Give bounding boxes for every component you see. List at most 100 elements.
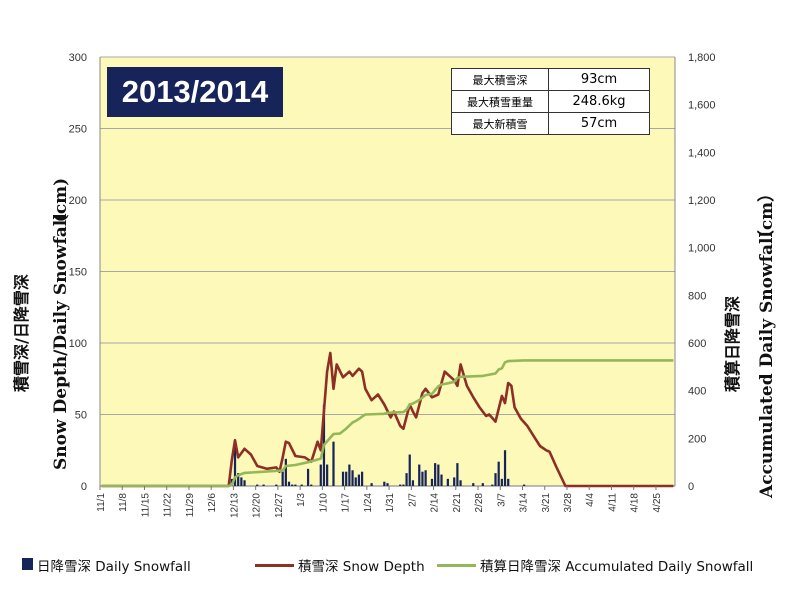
daily-snowfall-bar: [386, 483, 389, 486]
daily-snowfall-bar: [275, 484, 278, 486]
x-tick-label: 2/7: [407, 493, 418, 507]
legend-label-daily: 日降雪深 Daily Snowfall: [37, 559, 191, 575]
daily-snowfall-bar: [291, 484, 294, 486]
daily-snowfall-bar: [351, 470, 354, 486]
left-tick-label: 100: [69, 338, 87, 350]
daily-snowfall-bar: [240, 477, 243, 486]
x-tick-label: 11/8: [118, 493, 129, 512]
daily-snowfall-bar: [408, 454, 411, 486]
stats-label: 最大積雪深: [451, 68, 549, 91]
daily-snowfall-bar: [411, 480, 415, 486]
daily-snowfall-bar: [491, 484, 494, 486]
right-axis-title-en: Accumulated Daily Snowfall: [757, 231, 777, 499]
left-axis-unit: (cm): [51, 178, 71, 222]
daily-snowfall-bar: [472, 483, 475, 486]
stats-label: 最大積雪重量: [451, 90, 549, 113]
daily-snowfall-bar: [287, 481, 291, 486]
daily-snowfall-bar: [354, 477, 357, 486]
daily-snowfall-bar: [284, 458, 287, 486]
daily-snowfall-bar: [497, 461, 500, 486]
daily-snowfall-bar: [256, 484, 259, 486]
daily-snowfall-bar: [357, 474, 361, 486]
daily-snowfall-bar: [345, 471, 348, 486]
left-tick-label: 0: [81, 481, 87, 493]
right-tick-label: 1,200: [688, 195, 716, 207]
daily-snowfall-bar: [233, 441, 237, 486]
daily-snowfall-bar: [453, 477, 456, 486]
right-tick-label: 1,800: [688, 52, 716, 64]
stats-row: 最大積雪深 93cm: [451, 68, 650, 91]
daily-snowfall-bar: [262, 484, 265, 486]
daily-snowfall-bar: [243, 480, 246, 486]
daily-snowfall-bar: [348, 464, 351, 486]
stats-label: 最大新積雪: [451, 112, 549, 135]
x-tick-label: 11/22: [163, 493, 174, 518]
daily-snowfall-bar: [319, 464, 322, 486]
right-tick-label: 0: [688, 481, 694, 493]
x-tick-label: 4/11: [607, 493, 618, 512]
left-axis-title-jp: 積雪深/日降雪深: [12, 274, 31, 393]
daily-snowfall-bar: [360, 471, 364, 486]
daily-snowfall-bar: [405, 473, 408, 486]
daily-snowfall-bar: [481, 483, 484, 486]
daily-snowfall-bar: [446, 478, 449, 486]
legend-swatch-depth: [255, 564, 294, 567]
x-tick-label: 11/1: [96, 493, 107, 512]
daily-snowfall-bar: [402, 484, 405, 486]
daily-snowfall-bar: [456, 463, 459, 486]
x-tick-label: 2/14: [430, 493, 441, 513]
daily-snowfall-bar: [306, 468, 310, 486]
x-tick-label: 12/27: [274, 493, 285, 518]
daily-snowfall-bar: [440, 474, 443, 486]
daily-snowfall-bar: [437, 464, 440, 486]
daily-snowfall-bar: [370, 483, 373, 486]
x-tick-label: 2/21: [452, 493, 463, 513]
daily-snowfall-bar: [434, 463, 437, 486]
right-tick-label: 1,600: [688, 100, 716, 112]
x-tick-label: 1/17: [341, 493, 352, 513]
daily-snowfall-bar: [494, 473, 497, 486]
daily-snowfall-bar: [341, 471, 345, 486]
accumulated-snowfall-line: [101, 359, 674, 488]
x-tick-label: 4/25: [652, 493, 663, 513]
max-stats-table: 最大積雪深 93cm 最大積雪重量 248.6kg 最大新積雪 57cm: [451, 68, 650, 135]
daily-snowfall-bar: [522, 484, 526, 486]
daily-snowfall-bar: [424, 470, 427, 486]
left-tick-label: 200: [69, 195, 87, 207]
stats-value: 248.6kg: [548, 90, 650, 113]
x-tick-label: 3/21: [541, 493, 552, 513]
x-tick-label: 3/14: [519, 493, 530, 513]
x-tick-label: 12/20: [252, 493, 263, 518]
daily-snowfall-bar: [399, 484, 402, 486]
season-label: 2013/2014: [107, 67, 283, 117]
stats-value: 57cm: [548, 112, 650, 135]
legend-swatch-daily: [22, 558, 33, 570]
x-tick-label: 4/18: [630, 493, 641, 513]
daily-snowfall-bar: [500, 478, 503, 486]
stats-value: 93cm: [548, 68, 650, 91]
x-tick-label: 1/31: [385, 493, 396, 513]
daily-snowfall-bar: [503, 450, 507, 486]
left-tick-label: 150: [69, 267, 87, 279]
daily-snowfall-bar: [383, 481, 386, 486]
left-tick-label: 300: [69, 52, 87, 64]
daily-snowfall-bar: [294, 484, 297, 486]
x-tick-label: 1/3: [296, 493, 307, 507]
x-tick-label: 4/4: [585, 493, 596, 507]
right-tick-label: 600: [688, 338, 706, 350]
right-tick-label: 200: [688, 433, 706, 445]
x-tick-label: 3/7: [496, 493, 507, 507]
right-axis-unit: （cm）: [756, 185, 777, 247]
right-tick-label: 1,400: [688, 147, 716, 159]
daily-snowfall-bar: [326, 464, 329, 486]
daily-snowfall-bar: [310, 484, 313, 486]
x-tick-label: 1/24: [363, 493, 374, 513]
daily-snowfall-bar: [300, 484, 303, 486]
legend: 日降雪深 Daily Snowfall 積雪深 Snow Depth 積算日降雪…: [18, 553, 794, 575]
x-tick-label: 2/28: [474, 493, 485, 513]
right-tick-label: 1,000: [688, 243, 716, 255]
left-axis-title-en: Snow Depth/Daily Snowfall: [51, 213, 71, 470]
snow-depth-line: [101, 351, 674, 488]
x-tick-label: 1/10: [318, 493, 329, 513]
legend-label-accum: 積算日降雪深 Accumulated Daily Snowfall: [480, 559, 754, 575]
